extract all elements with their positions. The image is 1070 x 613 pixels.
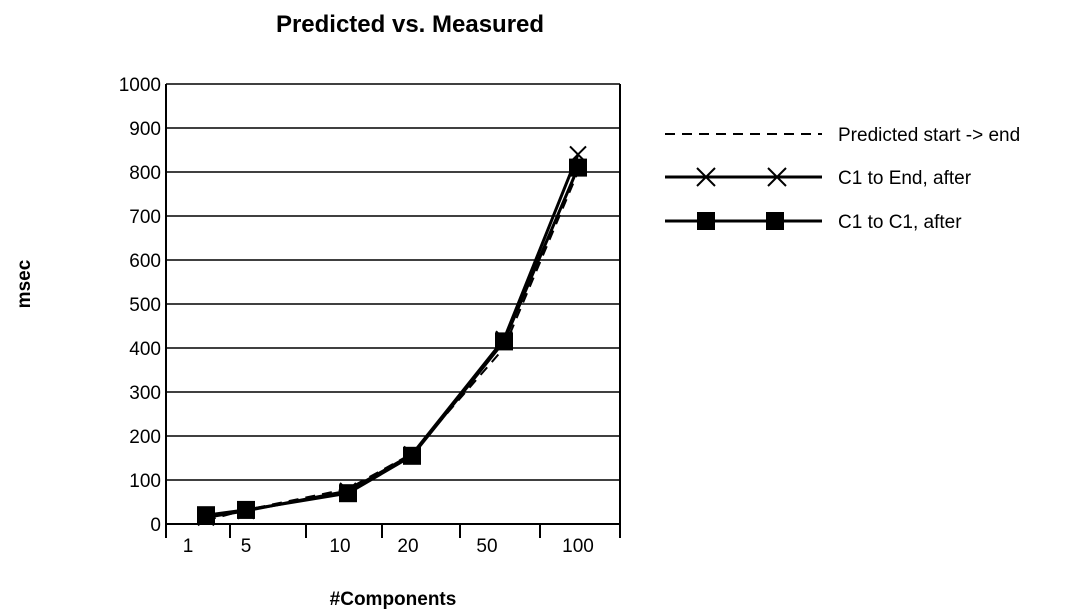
y-tick-label: 300 (129, 383, 161, 404)
x-tick-label: 5 (241, 536, 252, 557)
y-tick-label: 700 (129, 207, 161, 228)
y-tick-label: 800 (129, 163, 161, 184)
y-tick-label: 1000 (119, 75, 161, 96)
chart-title: Predicted vs. Measured (276, 11, 544, 38)
legend-marker-square (697, 212, 715, 230)
y-tick-label: 500 (129, 295, 161, 316)
y-tick-label: 100 (129, 471, 161, 492)
legend-marker-square (766, 212, 784, 230)
marker-square (237, 500, 255, 519)
x-tick-label: 100 (562, 536, 594, 557)
marker-square (339, 484, 357, 503)
marker-square (495, 332, 513, 351)
y-tick-label: 600 (129, 251, 161, 272)
y-tick-label: 200 (129, 427, 161, 448)
y-tick-label: 900 (129, 119, 161, 140)
series-line-3 (205, 167, 580, 517)
legend: Predicted start -> end C1 to End, after C1… (665, 125, 1020, 233)
series-line-2 (205, 153, 580, 519)
legend-label: C1 to End, after (838, 168, 972, 189)
marker-square (403, 446, 421, 465)
x-tick-label: 50 (476, 536, 497, 557)
y-axis-title: msec (14, 259, 35, 308)
x-tick-label: 10 (329, 536, 350, 557)
legend-marker-x (696, 167, 716, 187)
y-tick-label: 400 (129, 339, 161, 360)
legend-label: C1 to C1, after (838, 212, 962, 233)
legend-label: Predicted start -> end (838, 125, 1020, 146)
x-tick-label: 20 (397, 536, 418, 557)
marker-square (197, 506, 215, 525)
marker-square (569, 158, 587, 177)
x-tick-label: 1 (183, 536, 194, 557)
y-tick-label: 0 (150, 515, 161, 536)
plot-area: 0 100 200 300 400 500 600 700 800 900 1000 1 5 10 20 50… (119, 75, 621, 557)
x-axis-title: #Components (330, 589, 457, 610)
legend-marker-x (767, 167, 787, 187)
